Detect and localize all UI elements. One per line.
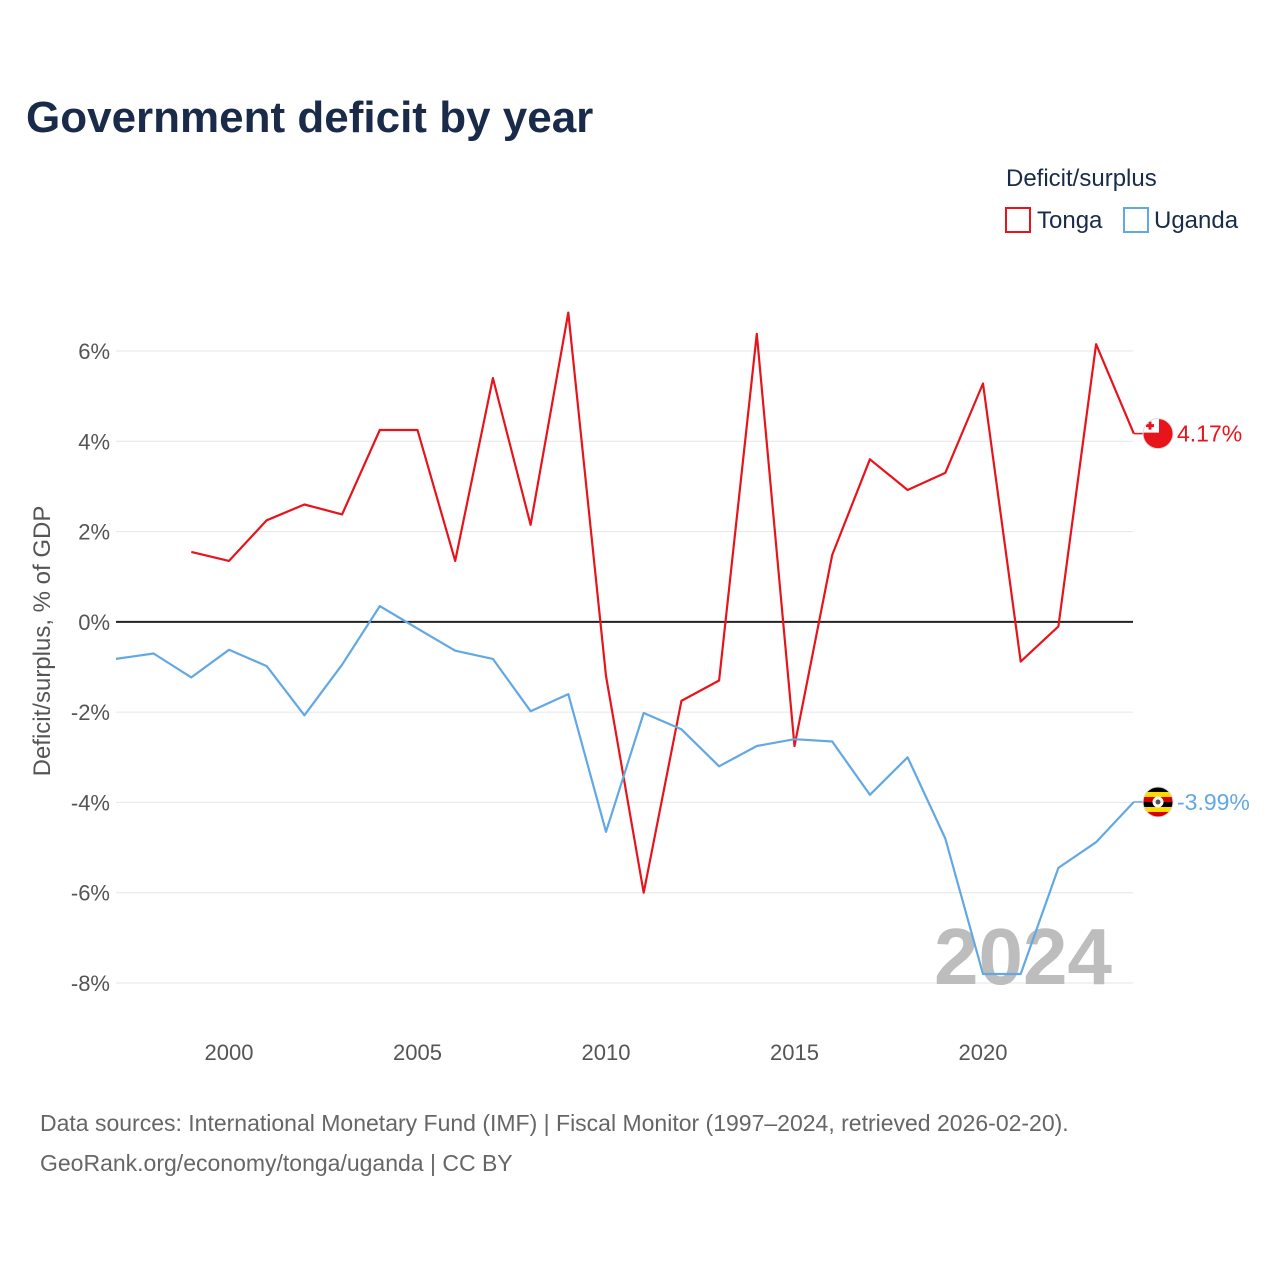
legend-swatch-uganda — [1123, 207, 1149, 233]
data-source-note: Data sources: International Monetary Fun… — [40, 1110, 1069, 1136]
x-tick-label: 2010 — [582, 1040, 631, 1065]
y-tick-label: 6% — [78, 339, 110, 364]
y-tick-label: -2% — [71, 700, 110, 725]
url-license-note: GeoRank.org/economy/tonga/uganda | CC BY — [40, 1150, 513, 1176]
x-tick-label: 2020 — [959, 1040, 1008, 1065]
y-tick-label: -4% — [71, 790, 110, 815]
legend-swatch-tonga — [1005, 207, 1031, 233]
x-axis-ticks: 2000 2005 2010 2015 2020 — [205, 1040, 1008, 1065]
legend: Tonga Uganda — [1005, 207, 1239, 234]
series-line-tonga — [191, 311, 1135, 894]
y-tick-label: -6% — [71, 881, 110, 906]
tonga-flag-icon — [1142, 418, 1174, 450]
end-value-label-tonga: 4.17% — [1177, 421, 1242, 447]
series-lines — [115, 311, 1135, 976]
x-tick-label: 2000 — [205, 1040, 254, 1065]
y-tick-label: 2% — [78, 520, 110, 545]
chart-title: Government deficit by year — [26, 93, 593, 142]
y-tick-label: 4% — [78, 429, 110, 454]
y-tick-label: 0% — [78, 610, 110, 635]
series-end-labels: 4.17% -3.99% — [1133, 418, 1250, 818]
series-line-uganda — [115, 604, 1135, 976]
y-axis-ticks: 6% 4% 2% 0% -2% -4% -6% -8% — [71, 339, 110, 996]
legend-title: Deficit/surplus — [1006, 165, 1157, 192]
gridlines — [116, 350, 1133, 984]
legend-label-tonga: Tonga — [1037, 207, 1103, 234]
end-value-label-uganda: -3.99% — [1177, 789, 1250, 815]
y-axis-label: Deficit/surplus, % of GDP — [29, 506, 56, 777]
uganda-flag-icon — [1142, 786, 1174, 818]
x-tick-label: 2015 — [770, 1040, 819, 1065]
x-tick-label: 2005 — [393, 1040, 442, 1065]
year-watermark: 2024 — [934, 912, 1112, 1001]
legend-label-uganda: Uganda — [1154, 207, 1239, 234]
y-tick-label: -8% — [71, 971, 110, 996]
